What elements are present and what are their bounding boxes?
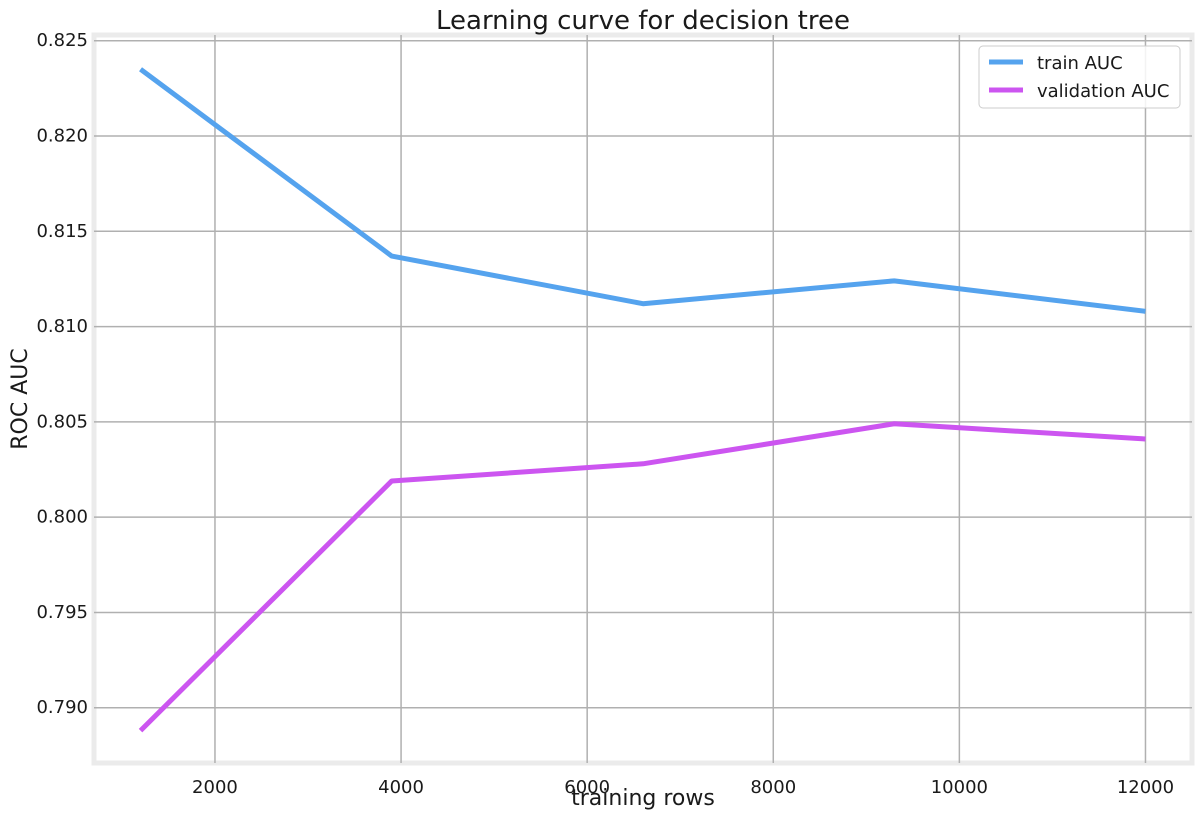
x-tick-label: 8000 [750, 777, 796, 798]
x-tick-labels: 2000 4000 6000 8000 10000 12000 [192, 777, 1174, 798]
series-lines [138, 67, 1146, 733]
grid-lines [94, 35, 1192, 763]
y-tick-label: 0.810 [36, 316, 88, 337]
legend-label-validation-auc: validation AUC [1037, 81, 1169, 102]
y-tick-label: 0.805 [36, 411, 88, 432]
legend-label-train-auc: train AUC [1037, 53, 1123, 74]
x-tick-label: 10000 [931, 777, 988, 798]
x-tick-label: 4000 [378, 777, 424, 798]
plot-area-frame [91, 32, 1195, 766]
y-tick-label: 0.820 [36, 126, 88, 147]
y-tick-label: 0.815 [36, 221, 88, 242]
x-axis-label: training rows [571, 786, 715, 811]
series-line-train-auc [139, 67, 1146, 314]
legend-box [978, 45, 1181, 109]
y-tick-label: 0.825 [36, 30, 88, 51]
x-tick-label: 6000 [564, 777, 610, 798]
y-tick-label: 0.800 [36, 507, 88, 528]
y-tick-label: 0.790 [36, 697, 88, 718]
y-axis-label: ROC AUC [8, 348, 33, 449]
x-tick-label: 2000 [192, 777, 238, 798]
x-tick-label: 12000 [1117, 777, 1174, 798]
y-tick-labels: 0.790 0.795 0.800 0.805 0.810 0.815 0.820 0.825 [36, 30, 88, 718]
chart-title: Learning curve for decision tree [436, 6, 850, 36]
legend: train AUC validation AUC [978, 45, 1181, 109]
y-tick-label: 0.795 [36, 602, 88, 623]
series-line-validation-auc [138, 421, 1146, 733]
